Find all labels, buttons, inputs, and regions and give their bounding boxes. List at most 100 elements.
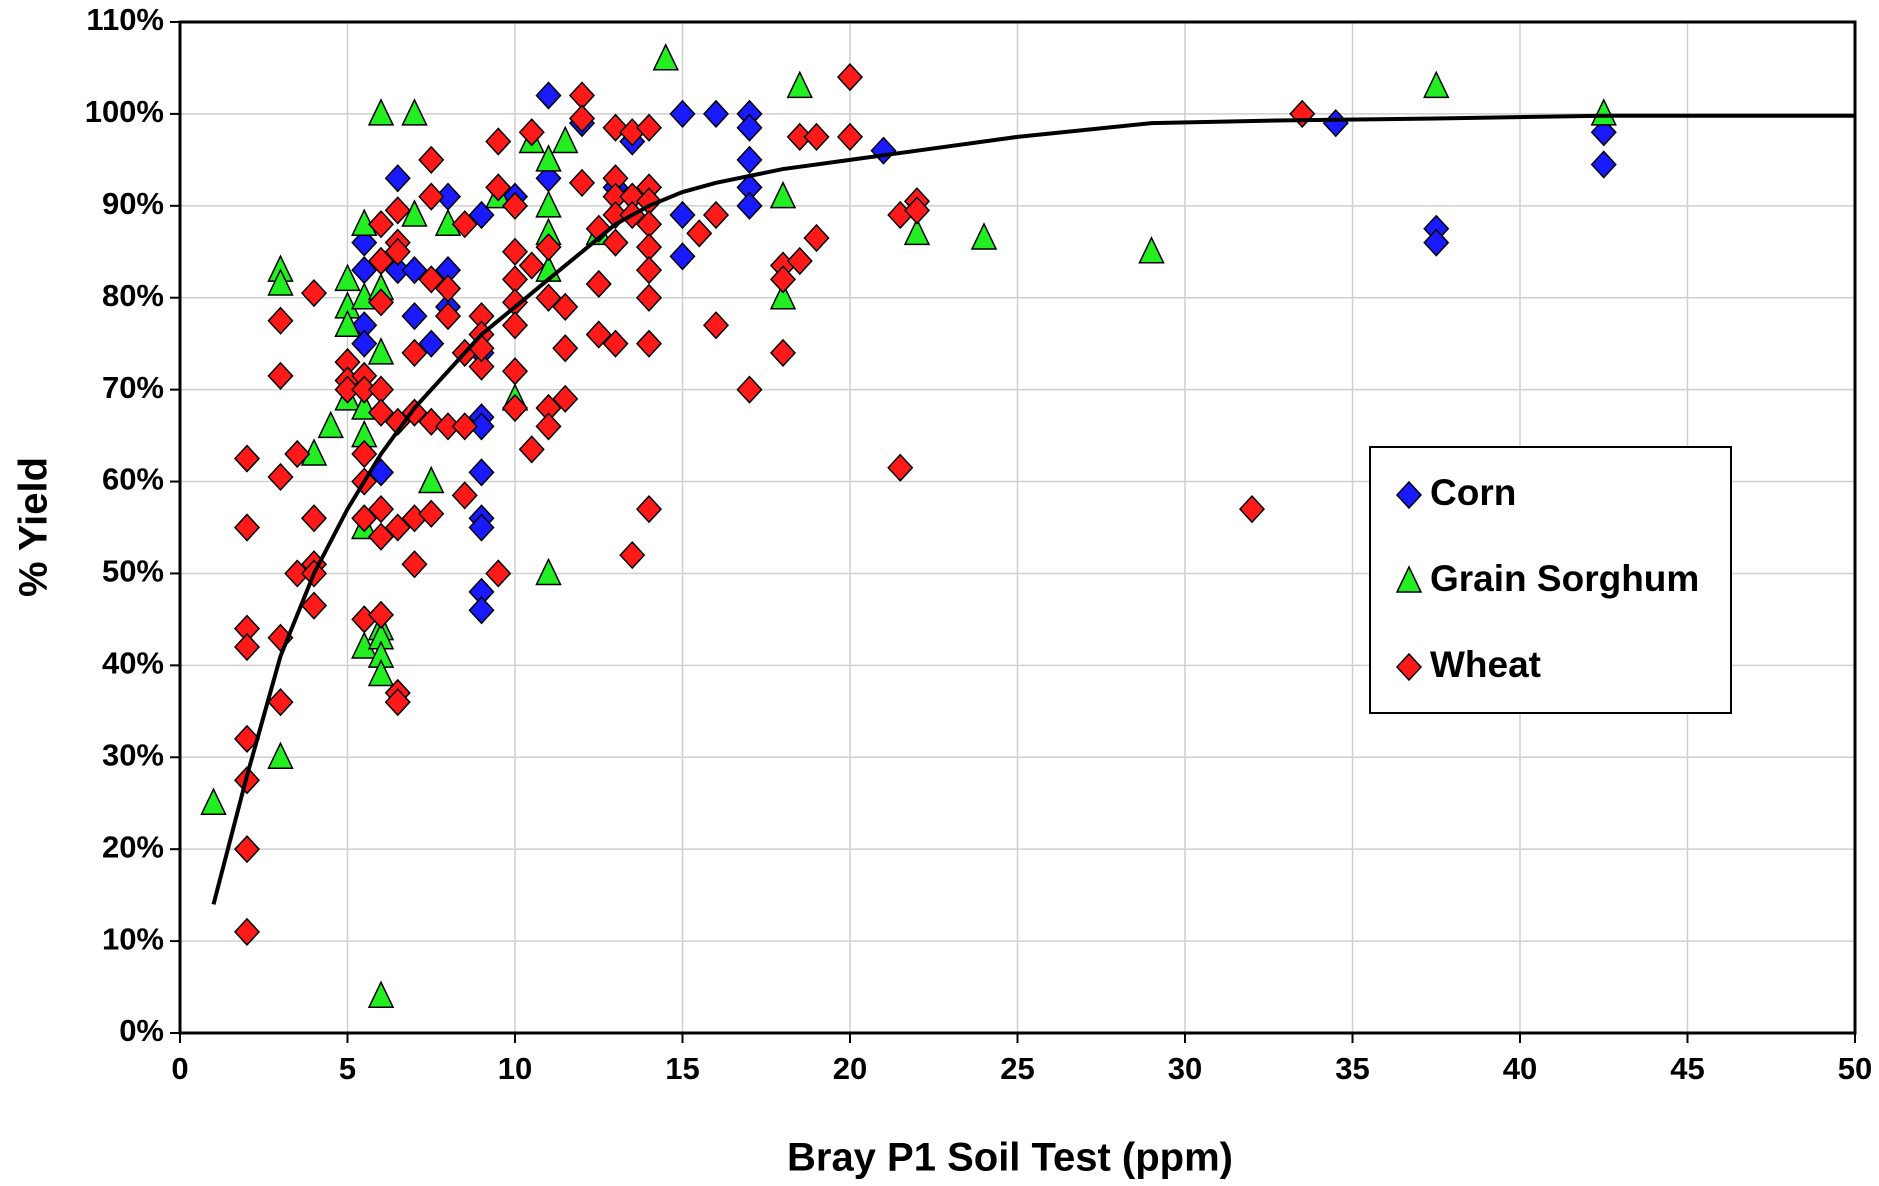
data-point <box>535 81 562 110</box>
legend-marker <box>1395 480 1423 510</box>
data-point <box>702 311 730 340</box>
data-point <box>535 557 562 586</box>
data-point <box>635 495 663 524</box>
data-point <box>485 173 512 202</box>
data-point <box>334 263 361 292</box>
y-tick-label: 60% <box>102 462 164 497</box>
data-point <box>451 210 478 239</box>
data-point <box>300 279 328 308</box>
data-point <box>769 281 797 310</box>
data-point <box>367 210 395 239</box>
x-tick-label: 10 <box>498 1051 532 1086</box>
data-point <box>501 311 529 340</box>
data-point <box>535 144 562 172</box>
x-axis-title: Bray P1 Soil Test (ppm) <box>787 1136 1233 1180</box>
data-point <box>736 191 763 220</box>
y-tick-label: 110% <box>86 2 164 37</box>
data-point <box>1590 150 1617 179</box>
data-point <box>501 237 529 266</box>
data-point <box>635 329 663 358</box>
data-point <box>367 288 395 317</box>
data-point <box>468 596 495 625</box>
data-point <box>367 600 395 629</box>
data-point <box>418 265 445 294</box>
data-point <box>267 361 294 390</box>
data-point <box>401 550 428 579</box>
data-point <box>267 268 294 296</box>
data-point <box>501 191 529 220</box>
data-point <box>284 439 311 469</box>
data-point <box>602 228 629 257</box>
data-point <box>736 113 763 142</box>
data-point <box>585 269 612 299</box>
data-point <box>367 98 395 126</box>
data-point <box>769 338 797 367</box>
data-point <box>552 292 579 322</box>
data-point <box>367 658 395 687</box>
x-tick-label: 0 <box>171 1051 188 1086</box>
data-point <box>635 113 663 142</box>
data-point <box>535 233 562 262</box>
data-point <box>552 384 579 413</box>
data-point <box>552 334 579 363</box>
data-point <box>451 481 478 510</box>
legend-label: Grain Sorghum <box>1430 558 1699 599</box>
data-point <box>652 43 679 71</box>
data-point <box>501 393 529 423</box>
data-point <box>468 352 495 381</box>
data-point <box>485 559 512 588</box>
data-point <box>568 168 596 197</box>
data-point <box>1289 99 1316 129</box>
data-point <box>233 917 261 947</box>
data-point <box>870 136 897 165</box>
x-tick-label: 50 <box>1838 1051 1872 1086</box>
y-tick-label: 0% <box>119 1013 164 1048</box>
data-point <box>552 125 579 154</box>
data-point <box>351 228 378 257</box>
x-tick-label: 25 <box>1000 1051 1034 1086</box>
data-point <box>468 200 495 230</box>
data-point <box>803 122 830 151</box>
data-point <box>233 835 261 864</box>
data-point <box>669 99 696 129</box>
data-point <box>585 320 612 349</box>
data-point <box>300 591 328 620</box>
data-point <box>401 199 428 227</box>
data-point <box>635 256 663 285</box>
data-point <box>334 309 361 338</box>
data-point <box>384 196 411 225</box>
data-point <box>903 196 931 225</box>
y-tick-label: 90% <box>102 186 164 221</box>
data-point <box>535 190 562 218</box>
data-point <box>1423 228 1450 257</box>
legend-label: Wheat <box>1430 644 1541 685</box>
x-tick-label: 45 <box>1670 1051 1704 1086</box>
data-point <box>317 410 344 439</box>
data-point <box>686 219 713 248</box>
x-tick-label: 35 <box>1335 1051 1369 1086</box>
x-tick-label: 5 <box>339 1051 356 1086</box>
data-point <box>619 540 646 570</box>
data-point <box>351 504 378 533</box>
data-point <box>970 222 998 250</box>
y-axis-title: % Yield <box>12 457 56 597</box>
data-point <box>1238 495 1266 524</box>
y-tick-label: 80% <box>102 278 164 313</box>
data-point <box>401 98 428 126</box>
data-point <box>887 453 914 482</box>
data-point <box>267 741 294 770</box>
data-point <box>267 462 294 492</box>
data-point <box>736 145 763 174</box>
data-point <box>518 435 545 464</box>
data-point <box>384 513 411 542</box>
y-tick-label: 20% <box>102 829 164 864</box>
data-point <box>401 302 428 331</box>
data-point <box>418 145 445 174</box>
data-point <box>635 283 663 312</box>
data-point <box>669 200 696 230</box>
x-tick-label: 15 <box>665 1051 699 1086</box>
data-point <box>233 724 261 753</box>
data-point <box>903 217 931 246</box>
data-point <box>434 302 462 331</box>
data-point <box>769 180 797 209</box>
